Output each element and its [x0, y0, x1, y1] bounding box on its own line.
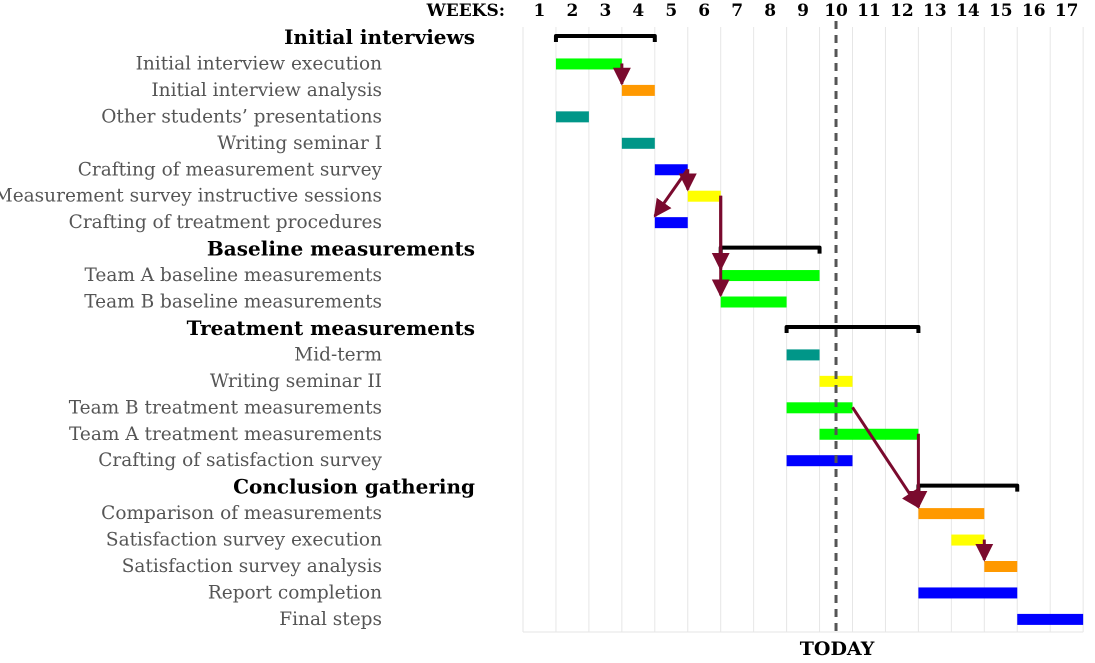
- task-label: Team B baseline measurements: [84, 292, 382, 313]
- week-tick-label: 3: [599, 1, 611, 21]
- task-bar: [786, 402, 853, 414]
- task-bar: [555, 58, 622, 70]
- week-tick-label: 14: [956, 1, 980, 21]
- task-label: Satisfaction survey execution: [106, 530, 382, 551]
- week-tick-label: 1: [534, 1, 546, 21]
- week-tick-label: 13: [923, 1, 947, 21]
- group-label: Initial interviews: [284, 25, 475, 49]
- week-tick-label: 8: [764, 1, 776, 21]
- task-bar: [819, 375, 853, 387]
- task-bar: [786, 349, 820, 361]
- week-tick-label: 15: [989, 1, 1013, 21]
- task-label: Team B treatment measurements: [69, 397, 382, 418]
- week-tick-label: 16: [1022, 1, 1046, 21]
- week-tick-label: 17: [1055, 1, 1079, 21]
- task-bar: [621, 137, 655, 149]
- group-span-bar: [916, 483, 1020, 492]
- task-label: Satisfaction survey analysis: [122, 556, 382, 577]
- task-label: Team A treatment measurements: [69, 424, 382, 445]
- task-bar: [720, 296, 787, 308]
- group-label: Baseline measurements: [207, 237, 475, 261]
- week-tick-label: 11: [857, 1, 881, 21]
- task-bar: [1017, 613, 1084, 625]
- task-label: Initial interview analysis: [151, 80, 382, 101]
- task-label: Measurement survey instructive sessions: [0, 186, 382, 207]
- week-tick-label: 6: [698, 1, 710, 21]
- task-label: Final steps: [279, 609, 382, 630]
- today-label: TODAY: [800, 638, 875, 660]
- task-bar: [918, 587, 1018, 599]
- task-label: Mid-term: [294, 344, 382, 365]
- task-bar: [951, 534, 985, 546]
- task-bar: [654, 217, 688, 229]
- task-bar: [720, 270, 820, 282]
- task-label: Other students’ presentations: [101, 106, 382, 127]
- group-span-bar: [784, 324, 921, 333]
- dependency-arrows: [612, 63, 994, 562]
- group-span-bar: [553, 34, 657, 42]
- task-label: Report completion: [208, 582, 382, 603]
- week-tick-label: 4: [632, 1, 644, 21]
- week-tick-label: 7: [731, 1, 743, 21]
- group-label: Treatment measurements: [187, 316, 475, 340]
- task-bar: [687, 190, 721, 202]
- task-label: Crafting of treatment procedures: [69, 212, 382, 233]
- week-header: WEEKS: 1 2 3 4 5 6 7 8 9 10 11 12 13 14 15 16 17: [426, 1, 1079, 21]
- task-bar: [621, 84, 655, 96]
- task-bar: [654, 164, 688, 176]
- task-bar: [786, 455, 853, 467]
- grid: [522, 27, 1084, 633]
- task-label: Team A baseline measurements: [85, 265, 383, 286]
- row-labels: Initial interviews Initial interview exec…: [0, 25, 475, 630]
- week-tick-label: 9: [797, 1, 809, 21]
- week-tick-label: 10: [824, 1, 848, 21]
- group-span-bar: [718, 245, 822, 254]
- week-tick-label: 2: [567, 1, 579, 21]
- task-bar: [984, 561, 1018, 572]
- dependency-arrow: [851, 406, 920, 509]
- week-tick-label: 5: [665, 1, 677, 21]
- task-bar: [555, 111, 589, 123]
- group-label: Conclusion gathering: [233, 475, 475, 499]
- week-tick-label: 12: [890, 1, 914, 21]
- dependency-arrow: [653, 168, 689, 218]
- task-label: Crafting of satisfaction survey: [98, 450, 382, 471]
- task-bar: [918, 508, 985, 520]
- task-label: Crafting of measurement survey: [78, 159, 383, 180]
- task-label: Initial interview execution: [136, 53, 383, 74]
- task-label: Comparison of measurements: [101, 503, 382, 524]
- task-label: Writing seminar I: [217, 133, 382, 154]
- weeks-label: WEEKS:: [426, 1, 505, 21]
- task-label: Writing seminar II: [210, 371, 382, 392]
